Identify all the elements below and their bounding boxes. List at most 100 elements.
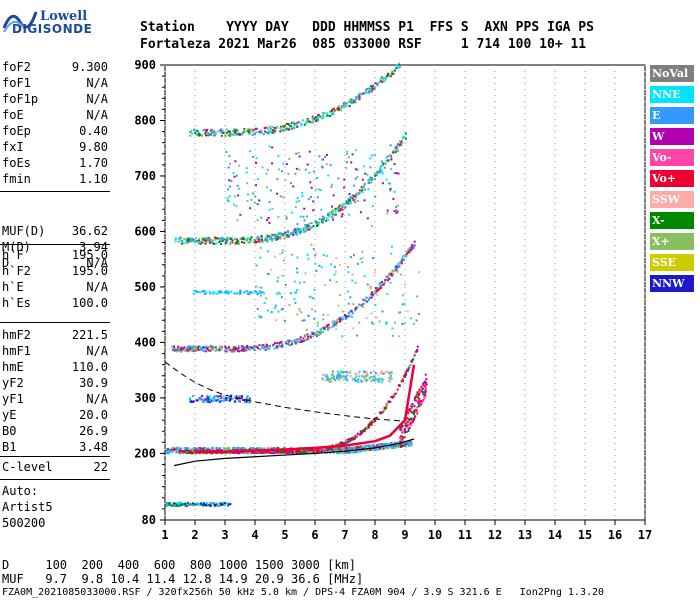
echo-point xyxy=(274,129,277,132)
param-value: 9.80 xyxy=(79,140,108,154)
x-grid-dot xyxy=(374,65,376,66)
x-grid-dot xyxy=(404,461,406,462)
x-grid-dot xyxy=(464,377,466,378)
x-grid-dot xyxy=(464,383,466,384)
echo-point xyxy=(381,76,384,79)
x-grid-dot xyxy=(464,173,466,174)
echo-point xyxy=(217,398,220,401)
echo-point xyxy=(345,105,348,108)
echo-point xyxy=(306,119,309,122)
echo-point xyxy=(172,448,175,451)
echo-point xyxy=(358,95,361,98)
echo-point xyxy=(281,451,284,454)
echo-point xyxy=(227,130,230,133)
echo-point xyxy=(186,347,189,350)
x-grid-dot xyxy=(164,89,166,90)
echo-point xyxy=(329,381,332,384)
x-grid-dot xyxy=(254,491,256,492)
echo-point xyxy=(221,400,224,403)
x-grid-dot xyxy=(614,119,616,120)
x-grid-dot xyxy=(164,83,166,84)
x-grid-dot xyxy=(404,233,406,234)
echo-point xyxy=(300,339,303,342)
x-grid-dot xyxy=(434,197,436,198)
echo-point xyxy=(339,106,342,109)
echo-point xyxy=(230,290,233,293)
echo-point xyxy=(335,443,338,446)
echo-point xyxy=(325,217,328,220)
x-grid-dot xyxy=(314,293,316,294)
x-grid-dot xyxy=(164,335,166,336)
x-grid-dot xyxy=(554,107,556,108)
x-grid-dot xyxy=(314,461,316,462)
echo-point xyxy=(298,200,301,203)
echo-point xyxy=(383,281,386,284)
echo-point xyxy=(405,416,408,419)
echo-point xyxy=(346,379,349,382)
echo-point xyxy=(392,393,395,396)
x-grid-dot xyxy=(374,113,376,114)
echo-point xyxy=(314,254,317,257)
echo-point xyxy=(307,314,310,317)
echo-point xyxy=(413,240,416,243)
x-grid-dot xyxy=(434,203,436,204)
echo-point xyxy=(362,305,365,308)
echo-point xyxy=(382,446,385,449)
echo-point xyxy=(207,133,210,136)
echo-point xyxy=(395,211,398,214)
x-grid-dot xyxy=(164,95,166,96)
echo-point xyxy=(276,233,279,236)
echo-point xyxy=(316,450,319,453)
x-grid-dot xyxy=(344,389,346,390)
echo-point xyxy=(296,339,299,342)
echo-point xyxy=(242,346,245,349)
x-grid-dot xyxy=(374,275,376,276)
echo-point xyxy=(289,233,292,236)
echo-point xyxy=(230,236,233,239)
x-grid-dot xyxy=(224,341,226,342)
x-grid-dot xyxy=(164,407,166,408)
param-hme: hmE 110.0 xyxy=(2,360,108,376)
x-grid-dot xyxy=(284,137,286,138)
echo-point xyxy=(259,129,262,132)
x-grid-dot xyxy=(194,353,196,354)
echo-point xyxy=(242,236,245,239)
x-grid-dot xyxy=(464,407,466,408)
x-grid-dot xyxy=(194,377,196,378)
x-tick-label: 16 xyxy=(608,528,622,542)
x-grid-dot xyxy=(554,71,556,72)
x-grid-dot xyxy=(494,317,496,318)
x-grid-dot xyxy=(284,293,286,294)
x-grid-dot xyxy=(614,251,616,252)
echo-point xyxy=(297,230,300,233)
echo-point xyxy=(180,348,183,351)
x-grid-dot xyxy=(434,89,436,90)
echo-point xyxy=(358,98,361,101)
echo-point xyxy=(209,452,212,455)
echo-point xyxy=(232,345,235,348)
echo-point xyxy=(294,172,297,175)
x-grid-dot xyxy=(344,89,346,90)
x-grid-dot xyxy=(644,119,646,120)
x-grid-dot xyxy=(374,167,376,168)
echo-point xyxy=(323,451,326,454)
x-grid-dot xyxy=(554,101,556,102)
x-grid-dot xyxy=(554,173,556,174)
echo-point xyxy=(396,210,399,213)
echo-point xyxy=(416,392,419,395)
echo-point xyxy=(331,216,334,219)
x-grid-dot xyxy=(254,425,256,426)
x-grid-dot xyxy=(614,515,616,516)
echo-point xyxy=(296,271,299,274)
x-tick-label: 11 xyxy=(458,528,472,542)
x-grid-dot xyxy=(194,305,196,306)
x-grid-dot xyxy=(284,251,286,252)
param-separator xyxy=(0,244,110,245)
echo-point xyxy=(348,105,351,108)
echo-point xyxy=(286,341,289,344)
x-grid-dot xyxy=(584,131,586,132)
echo-point xyxy=(225,290,228,293)
x-grid-dot xyxy=(584,503,586,504)
echo-point xyxy=(227,290,230,293)
echo-point xyxy=(293,122,296,125)
